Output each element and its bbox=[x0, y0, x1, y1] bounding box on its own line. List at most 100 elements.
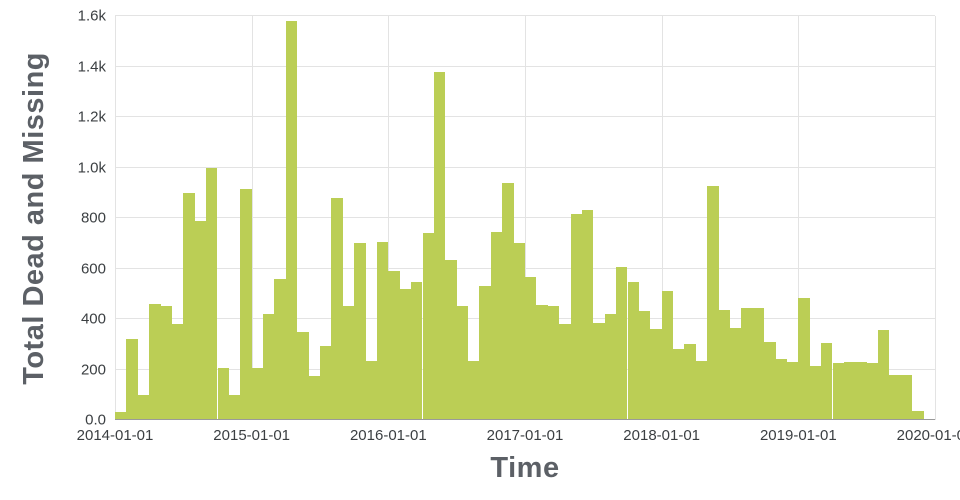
bar[interactable] bbox=[855, 361, 867, 420]
bar[interactable] bbox=[593, 322, 605, 420]
bar[interactable] bbox=[308, 375, 320, 420]
bar[interactable] bbox=[365, 360, 377, 420]
bar[interactable] bbox=[126, 339, 138, 420]
bar[interactable] bbox=[525, 277, 537, 420]
x-axis-title: Time bbox=[490, 452, 560, 484]
y-tick-label: 1.0k bbox=[77, 159, 106, 176]
bar[interactable] bbox=[433, 71, 446, 420]
h-gridline bbox=[115, 267, 935, 269]
bar[interactable] bbox=[650, 329, 662, 420]
bar[interactable] bbox=[866, 363, 879, 420]
bar[interactable] bbox=[673, 349, 685, 420]
x-tick-label: 2019-01-01 bbox=[759, 427, 837, 444]
h-gridline bbox=[115, 116, 935, 117]
x-tick-label: 2014-01-01 bbox=[76, 427, 154, 444]
x-axis-tick-labels: 2014-01-01 2015-01-01 2016-01-01 2017-01-01… bbox=[77, 427, 960, 447]
y-tick-label: 600 bbox=[80, 260, 106, 277]
bar[interactable] bbox=[809, 365, 822, 420]
bar[interactable] bbox=[570, 214, 582, 420]
bar[interactable] bbox=[616, 267, 628, 420]
y-tick-label: 800 bbox=[80, 209, 106, 227]
bar[interactable] bbox=[160, 306, 172, 420]
bar[interactable] bbox=[775, 359, 787, 420]
bar[interactable] bbox=[695, 360, 708, 420]
bar[interactable] bbox=[468, 360, 480, 420]
v-gridline bbox=[525, 16, 526, 420]
bar[interactable] bbox=[764, 341, 776, 420]
bar[interactable] bbox=[456, 306, 469, 420]
y-tick-label: 1.6k bbox=[77, 7, 106, 25]
bar[interactable] bbox=[228, 394, 241, 420]
bar[interactable] bbox=[320, 345, 332, 420]
bar[interactable] bbox=[502, 182, 514, 420]
bar[interactable] bbox=[638, 311, 651, 420]
bar[interactable] bbox=[149, 303, 161, 420]
y-tick-label: 1.4k bbox=[77, 58, 106, 75]
bar[interactable] bbox=[206, 167, 218, 420]
bar[interactable] bbox=[194, 220, 207, 420]
bar[interactable] bbox=[547, 306, 560, 420]
bar[interactable] bbox=[707, 186, 719, 420]
bar[interactable] bbox=[376, 242, 389, 420]
bar[interactable] bbox=[479, 286, 491, 420]
bar[interactable] bbox=[900, 374, 913, 420]
bar[interactable] bbox=[171, 324, 184, 420]
bar[interactable] bbox=[798, 297, 810, 420]
v-gridline bbox=[935, 16, 936, 420]
bar[interactable] bbox=[274, 278, 286, 420]
bar[interactable] bbox=[843, 361, 856, 420]
v-gridline bbox=[388, 16, 390, 420]
bar[interactable] bbox=[411, 282, 423, 420]
bar[interactable] bbox=[285, 21, 298, 420]
bar[interactable] bbox=[752, 307, 765, 420]
bar[interactable] bbox=[559, 324, 571, 420]
bar[interactable] bbox=[342, 306, 355, 420]
bar[interactable] bbox=[741, 307, 753, 420]
bar[interactable] bbox=[889, 374, 901, 420]
bar[interactable] bbox=[331, 197, 343, 420]
bar[interactable] bbox=[490, 231, 503, 420]
bar[interactable] bbox=[718, 310, 730, 420]
bar[interactable] bbox=[240, 188, 252, 420]
bar[interactable] bbox=[661, 291, 674, 420]
bar[interactable] bbox=[137, 394, 150, 420]
bar[interactable] bbox=[912, 411, 924, 420]
v-gridline bbox=[251, 16, 253, 420]
bar[interactable] bbox=[821, 343, 833, 420]
v-gridline bbox=[115, 16, 116, 420]
bar[interactable] bbox=[354, 243, 366, 420]
bar[interactable] bbox=[399, 288, 412, 420]
x-tick-label: 2016-01-01 bbox=[349, 427, 427, 444]
bar[interactable] bbox=[445, 259, 457, 420]
bar[interactable] bbox=[627, 282, 639, 420]
bar[interactable] bbox=[536, 305, 548, 420]
bar[interactable] bbox=[183, 192, 195, 420]
bar[interactable] bbox=[422, 233, 434, 420]
y-axis-tick-labels: 0.0 200 400 600 800 1.0k 1.2k 1.4k 1.6k bbox=[0, 8, 106, 429]
bar[interactable] bbox=[730, 327, 742, 420]
bar[interactable] bbox=[297, 331, 309, 420]
bar[interactable] bbox=[832, 363, 844, 420]
x-tick-label: 2015-01-01 bbox=[213, 427, 291, 444]
bar[interactable] bbox=[581, 210, 594, 420]
v-gridline bbox=[661, 16, 663, 420]
bar[interactable] bbox=[604, 313, 617, 420]
x-tick-label: 2017-01-01 bbox=[486, 427, 564, 444]
bar[interactable] bbox=[513, 243, 525, 420]
bar[interactable] bbox=[684, 344, 696, 420]
bar[interactable] bbox=[263, 313, 275, 420]
bar[interactable] bbox=[115, 412, 127, 420]
bar[interactable] bbox=[217, 368, 229, 420]
bar[interactable] bbox=[388, 271, 400, 420]
x-tick-label: 2018-01-01 bbox=[623, 427, 701, 444]
y-tick-label: 1.2k bbox=[77, 108, 106, 126]
bar[interactable] bbox=[878, 330, 890, 420]
plot-area bbox=[115, 15, 936, 420]
bar[interactable] bbox=[251, 368, 264, 420]
x-tick-label: 2020-01-01 bbox=[896, 427, 960, 444]
v-gridline bbox=[798, 16, 800, 420]
h-gridline bbox=[115, 65, 935, 67]
y-tick-label: 400 bbox=[80, 310, 106, 328]
bar[interactable] bbox=[786, 361, 799, 420]
